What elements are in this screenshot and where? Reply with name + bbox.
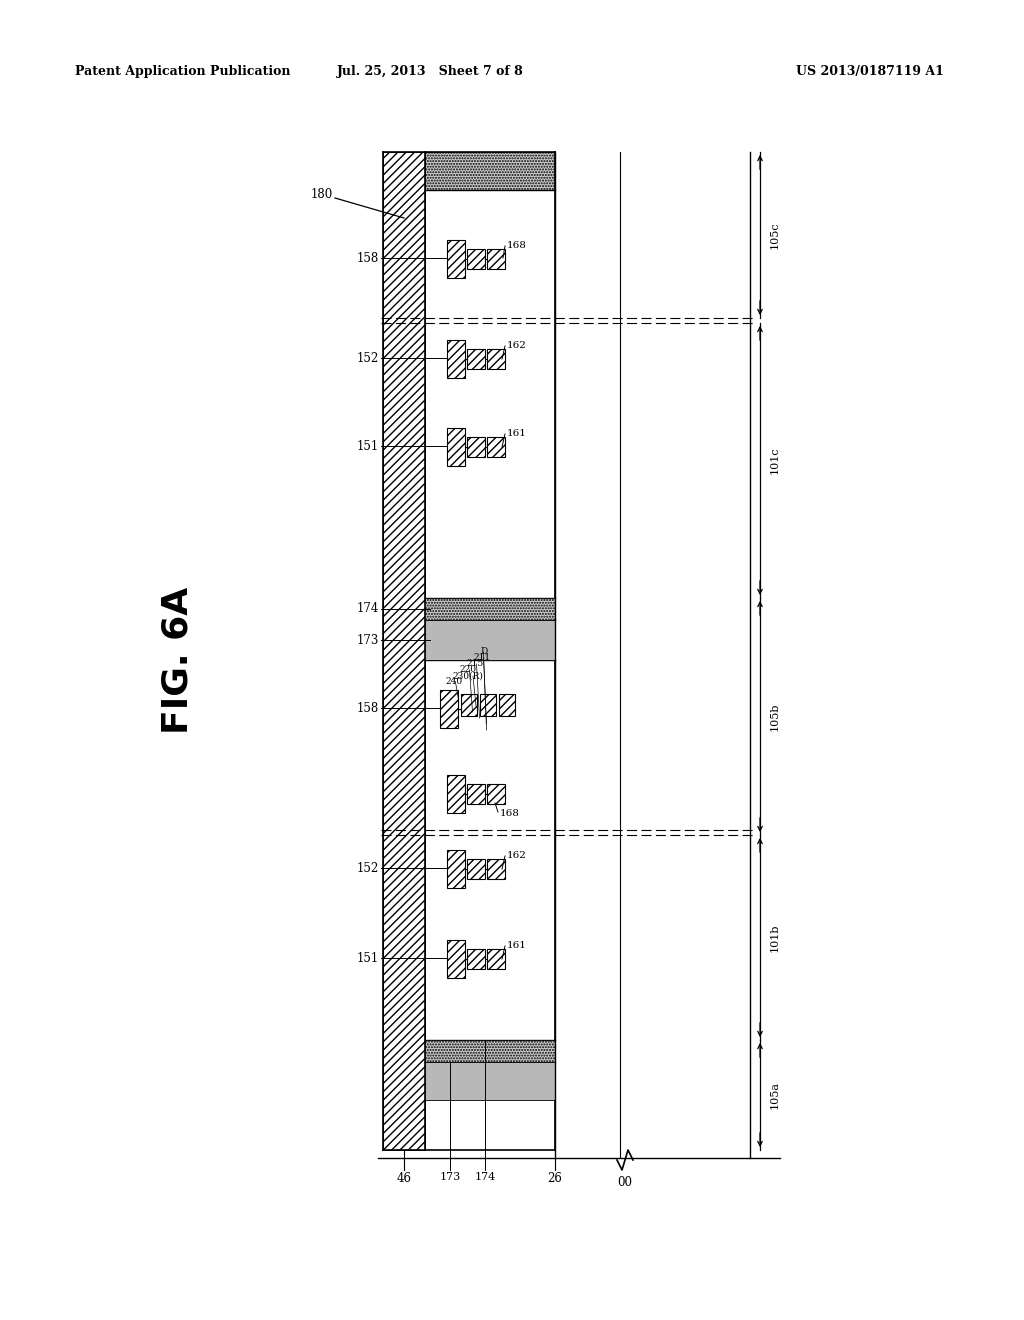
Text: 161: 161 bbox=[507, 429, 527, 437]
Bar bbox=[487, 859, 505, 879]
Text: FIG. 6A: FIG. 6A bbox=[161, 586, 195, 734]
Bar bbox=[467, 437, 485, 457]
Text: 173: 173 bbox=[356, 634, 379, 647]
Bar bbox=[447, 775, 465, 813]
Bar bbox=[487, 784, 505, 804]
Bar bbox=[425, 620, 555, 660]
Bar bbox=[467, 348, 485, 370]
Bar bbox=[425, 1040, 555, 1063]
Bar bbox=[461, 694, 477, 715]
Text: 162: 162 bbox=[507, 850, 527, 859]
Bar bbox=[487, 437, 505, 457]
Text: 105c: 105c bbox=[770, 222, 780, 248]
Bar bbox=[467, 949, 485, 969]
Text: 220: 220 bbox=[459, 665, 476, 675]
Bar bbox=[499, 694, 515, 715]
Bar bbox=[425, 1063, 555, 1100]
Text: 26: 26 bbox=[548, 1172, 562, 1185]
Text: 105b: 105b bbox=[770, 702, 780, 731]
Text: 215: 215 bbox=[466, 660, 483, 668]
Bar bbox=[447, 850, 465, 888]
Bar bbox=[480, 694, 496, 715]
Bar bbox=[383, 152, 425, 1150]
Bar bbox=[447, 240, 465, 279]
Text: 152: 152 bbox=[356, 351, 379, 364]
Text: Patent Application Publication: Patent Application Publication bbox=[75, 66, 291, 78]
Text: 180: 180 bbox=[310, 189, 333, 202]
Text: 00: 00 bbox=[617, 1176, 633, 1189]
Text: 240: 240 bbox=[445, 677, 462, 686]
Text: 168: 168 bbox=[500, 808, 520, 817]
Text: 211: 211 bbox=[473, 653, 490, 663]
Text: 151: 151 bbox=[356, 440, 379, 453]
Text: 101b: 101b bbox=[770, 923, 780, 952]
Bar bbox=[425, 152, 555, 190]
Text: 174: 174 bbox=[356, 602, 379, 615]
Text: 158: 158 bbox=[356, 701, 379, 714]
Bar bbox=[447, 341, 465, 378]
Text: 105a: 105a bbox=[770, 1081, 780, 1109]
Bar bbox=[487, 348, 505, 370]
Text: 168: 168 bbox=[507, 240, 527, 249]
Text: 158: 158 bbox=[356, 252, 379, 264]
Text: 161: 161 bbox=[507, 940, 527, 949]
Bar bbox=[440, 690, 458, 729]
Text: 230(R): 230(R) bbox=[452, 672, 483, 681]
Bar bbox=[425, 598, 555, 620]
Bar bbox=[467, 859, 485, 879]
Text: 101c: 101c bbox=[770, 446, 780, 474]
Bar bbox=[487, 949, 505, 969]
Text: Jul. 25, 2013   Sheet 7 of 8: Jul. 25, 2013 Sheet 7 of 8 bbox=[337, 66, 523, 78]
Text: 173: 173 bbox=[439, 1172, 461, 1181]
Text: 46: 46 bbox=[396, 1172, 412, 1185]
Text: D: D bbox=[480, 648, 487, 656]
Bar bbox=[447, 428, 465, 466]
Bar bbox=[467, 784, 485, 804]
Text: 174: 174 bbox=[474, 1172, 496, 1181]
Bar bbox=[447, 940, 465, 978]
Text: 162: 162 bbox=[507, 341, 527, 350]
Text: US 2013/0187119 A1: US 2013/0187119 A1 bbox=[796, 66, 944, 78]
Bar bbox=[467, 249, 485, 269]
Text: 152: 152 bbox=[356, 862, 379, 874]
Text: 151: 151 bbox=[356, 952, 379, 965]
Bar bbox=[487, 249, 505, 269]
